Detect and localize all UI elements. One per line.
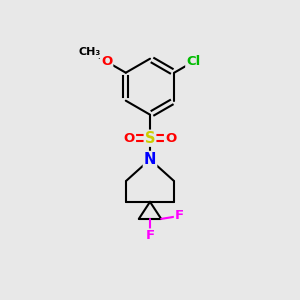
Text: F: F [146,230,154,242]
Text: N: N [144,152,156,167]
Text: Cl: Cl [186,55,200,68]
Text: O: O [165,132,176,145]
Text: O: O [124,132,135,145]
Text: F: F [175,209,184,223]
Text: CH₃: CH₃ [79,47,101,57]
Text: O: O [101,55,112,68]
Text: S: S [145,131,155,146]
